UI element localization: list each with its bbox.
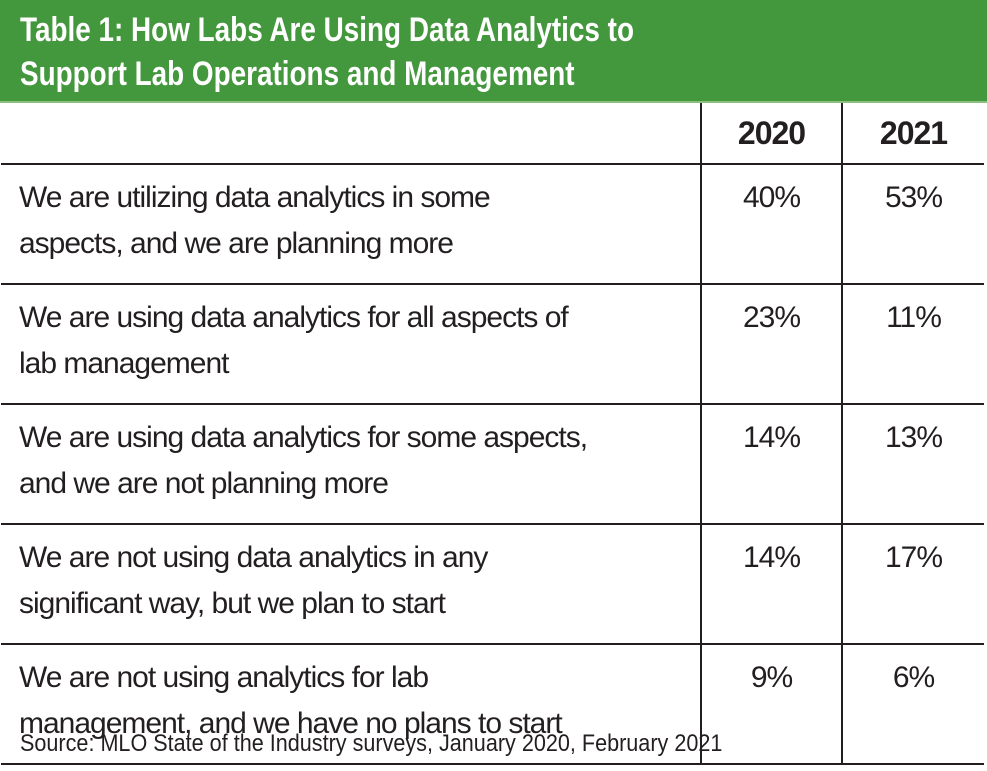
table-title-bar: Table 1: How Labs Are Using Data Analyti… <box>0 0 987 103</box>
value-2021: 6% <box>841 643 984 765</box>
row-label: We are not using analytics for lab manag… <box>1 643 702 765</box>
value-2021: 11% <box>841 283 984 405</box>
value-2020: 14% <box>700 403 843 525</box>
value-2020: 23% <box>700 283 843 405</box>
value-2021: 13% <box>841 403 984 525</box>
source-note: Source: MLO State of the Industry survey… <box>20 730 723 757</box>
row-label: We are not using data analytics in any s… <box>1 523 702 645</box>
header-row: 2020 2021 <box>1 103 984 165</box>
header-2021: 2021 <box>841 103 984 165</box>
value-2020: 14% <box>700 523 843 645</box>
table-row: We are not using data analytics in any s… <box>1 523 984 645</box>
table-row: We are not using analytics for lab manag… <box>1 643 984 765</box>
value-2020: 40% <box>700 163 843 285</box>
row-label: We are using data analytics for all aspe… <box>1 283 702 405</box>
row-label: We are utilizing data analytics in some … <box>1 163 702 285</box>
table-row: We are utilizing data analytics in some … <box>1 163 984 285</box>
header-blank <box>1 103 702 165</box>
value-2021: 17% <box>841 523 984 645</box>
header-2020: 2020 <box>700 103 843 165</box>
table-row: We are using data analytics for some asp… <box>1 403 984 525</box>
data-table: 2020 2021 We are utilizing data analytic… <box>1 103 984 765</box>
table-title-line-1: Table 1: How Labs Are Using Data Analyti… <box>20 11 635 49</box>
table-row: We are using data analytics for all aspe… <box>1 283 984 405</box>
row-label: We are using data analytics for some asp… <box>1 403 702 525</box>
value-2020: 9% <box>700 643 843 765</box>
value-2021: 53% <box>841 163 984 285</box>
table-title-line-2: Support Lab Operations and Management <box>20 55 575 93</box>
